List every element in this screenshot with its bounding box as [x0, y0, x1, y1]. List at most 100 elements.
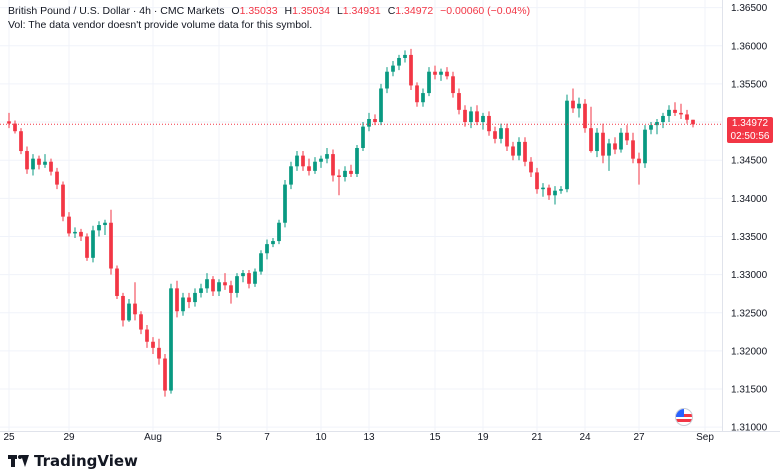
candle-body	[481, 115, 485, 123]
us-flag-icon[interactable]	[675, 408, 693, 426]
candle-body	[319, 158, 323, 162]
candle-body	[163, 358, 167, 391]
candle-body	[223, 282, 227, 286]
candle-body	[67, 216, 71, 234]
candle	[655, 119, 659, 135]
candle	[499, 123, 503, 144]
candle	[331, 149, 335, 182]
candle-body	[619, 132, 623, 150]
x-tick-label: 7	[264, 432, 270, 443]
candle	[211, 276, 215, 296]
x-tick-label: 21	[531, 432, 543, 443]
candle	[157, 338, 161, 365]
y-tick-label: 1.34500	[731, 156, 768, 167]
candle	[79, 228, 83, 242]
candle-body	[169, 288, 173, 391]
candle-body	[673, 109, 677, 113]
candle-body	[547, 187, 551, 196]
candle-body	[295, 155, 299, 167]
high-value: 1.35034	[292, 5, 331, 17]
candle	[193, 288, 197, 307]
candle	[247, 270, 251, 289]
candle-body	[613, 143, 617, 150]
candle-body	[649, 125, 653, 130]
candle-body	[643, 129, 647, 164]
candle-body	[523, 141, 527, 162]
candle-body	[655, 122, 659, 126]
candle	[643, 125, 647, 168]
y-tick-label: 1.35500	[731, 79, 768, 90]
y-tick-label: 1.34000	[731, 194, 768, 205]
candle	[127, 299, 131, 322]
candle-body	[235, 276, 239, 293]
candle	[583, 99, 587, 133]
candle	[73, 227, 77, 239]
x-tick-label: 5	[216, 432, 222, 443]
candle-body	[601, 132, 605, 156]
y-tick-label: 1.33500	[731, 232, 768, 243]
candle	[601, 123, 605, 164]
candle-body	[109, 222, 113, 269]
candle	[337, 169, 341, 196]
candle-body	[499, 128, 503, 139]
candle	[433, 65, 437, 80]
y-axis: 1.365001.360001.355001.350001.345001.340…	[731, 3, 768, 434]
candle-body	[187, 297, 191, 303]
candle	[541, 183, 545, 197]
tradingview-logo[interactable]: TradingView	[8, 452, 138, 470]
low-value: 1.34931	[342, 5, 381, 17]
candle-body	[79, 231, 83, 237]
candle-body	[103, 222, 107, 226]
candle	[469, 106, 473, 129]
symbol-name[interactable]: British Pound / U.S. Dollar · 4h · CMC M…	[8, 5, 225, 17]
candle	[235, 273, 239, 298]
candle-body	[667, 109, 671, 116]
last-price-tag: 1.34972 02:50:56	[727, 117, 773, 144]
candle-body	[283, 184, 287, 223]
x-tick-label: 25	[3, 432, 15, 443]
candle	[667, 105, 671, 123]
x-tick-label: 24	[579, 432, 591, 443]
candle-body	[571, 100, 575, 109]
candle	[553, 186, 557, 205]
candle-body	[451, 76, 455, 94]
candle	[613, 137, 617, 155]
candle	[301, 151, 305, 171]
candle-body	[55, 171, 59, 185]
candle-body	[7, 121, 11, 124]
candle	[343, 166, 347, 182]
candle	[529, 157, 533, 177]
candle	[415, 82, 419, 107]
candle	[19, 128, 23, 155]
candle	[403, 50, 407, 63]
candle	[385, 67, 389, 94]
candle-body	[127, 303, 131, 321]
y-tick-label: 1.36500	[731, 3, 768, 14]
candle-body	[277, 222, 281, 242]
high-label: H	[284, 5, 293, 17]
candle	[187, 292, 191, 309]
candle	[475, 105, 479, 126]
candle-body	[91, 230, 95, 258]
candle-body	[625, 132, 629, 141]
x-tick-label: 10	[315, 432, 327, 443]
candle-body	[349, 170, 353, 174]
y-tick-label: 1.36000	[731, 41, 768, 52]
candle	[271, 238, 275, 248]
candle-body	[475, 111, 479, 123]
bar-countdown: 02:50:56	[730, 131, 770, 143]
candle	[367, 112, 371, 132]
candle-body	[133, 303, 137, 315]
candle-body	[469, 111, 473, 123]
candle	[139, 311, 143, 335]
candle	[163, 353, 167, 397]
candle-body	[367, 119, 371, 127]
candle-body	[121, 295, 125, 321]
candle-body	[685, 114, 689, 120]
candle	[97, 221, 101, 237]
x-tick-label: Sep	[696, 432, 714, 443]
candle-body	[373, 119, 377, 123]
candle	[103, 219, 107, 235]
candle	[25, 146, 29, 174]
